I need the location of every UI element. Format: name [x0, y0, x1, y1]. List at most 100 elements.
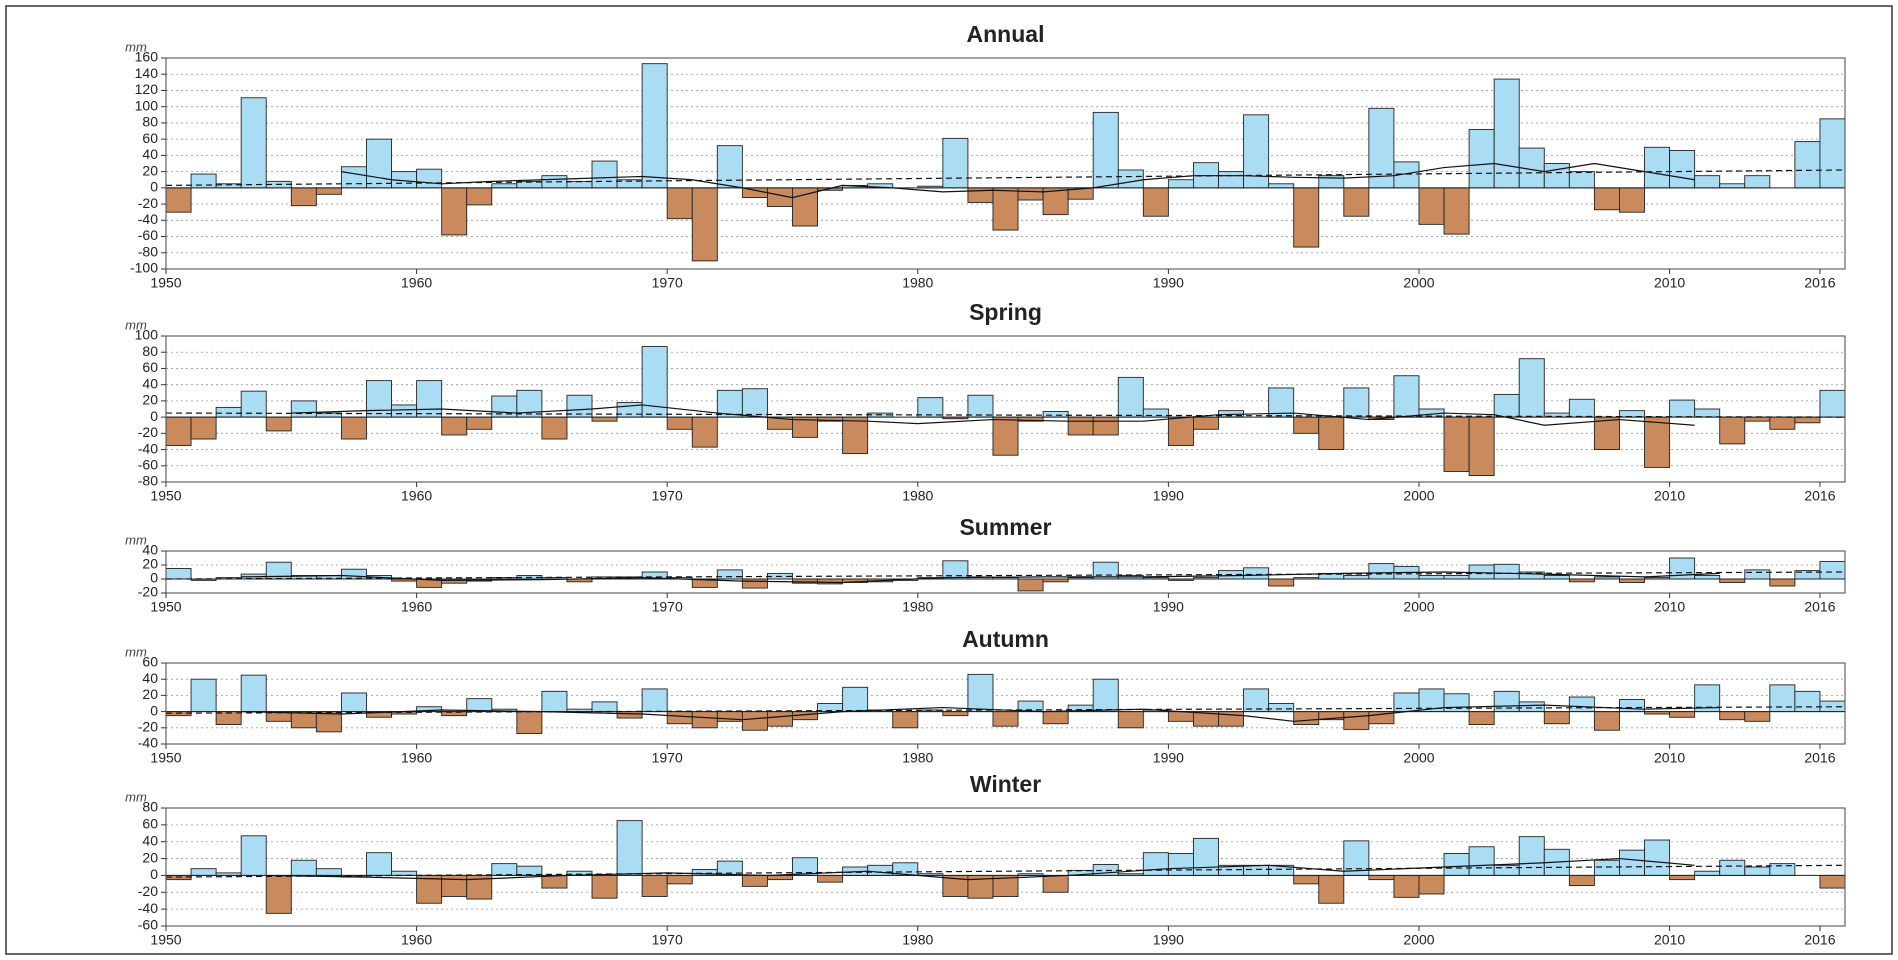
y-tick-label: 20 [142, 686, 158, 702]
y-tick-label: 20 [142, 849, 158, 865]
bar [641, 688, 668, 713]
bar [741, 711, 768, 731]
x-tick-label: 2010 [1654, 488, 1685, 504]
panel-title: Summer [959, 514, 1051, 540]
bar [716, 569, 743, 580]
y-tick-label: -40 [138, 440, 158, 456]
y-tick-label: -40 [138, 211, 158, 227]
bar [641, 874, 668, 897]
bar [441, 711, 468, 717]
bar [566, 180, 593, 189]
bar [1593, 416, 1620, 451]
smoothed-line [266, 857, 1695, 881]
bar [1067, 416, 1094, 436]
y-tick-label: -60 [138, 456, 158, 472]
bar [190, 173, 217, 189]
unit-label: mm [125, 789, 147, 804]
y-tick-label: 60 [142, 130, 158, 146]
bar [290, 400, 317, 418]
x-tick-label: 1980 [902, 932, 933, 948]
y-tick-label: -40 [138, 735, 158, 751]
y-tick-label: 80 [142, 799, 158, 815]
y-tick-label: -60 [138, 227, 158, 243]
x-tick-label: 2010 [1654, 750, 1685, 766]
x-tick-label: 1960 [401, 488, 432, 504]
bar [641, 63, 668, 189]
bar [541, 416, 568, 440]
bar [591, 160, 618, 189]
bar [1769, 416, 1796, 430]
bar [992, 711, 1019, 727]
bar [1769, 684, 1796, 713]
y-tick-label: 0 [150, 702, 158, 718]
bar [416, 168, 443, 189]
bar [1343, 711, 1370, 730]
x-tick-label: 1950 [150, 275, 181, 291]
bar [616, 711, 643, 719]
y-tick-label: 40 [142, 146, 158, 162]
bar [1694, 408, 1721, 418]
bar [441, 416, 468, 436]
unit-label: mm [125, 39, 147, 54]
unit-label: mm [125, 644, 147, 659]
bar [1493, 864, 1520, 876]
bar [1167, 853, 1194, 876]
plot-frame [165, 550, 1846, 594]
bar [1619, 187, 1645, 213]
bar [1568, 398, 1595, 418]
bar [1192, 416, 1219, 430]
bar [190, 678, 217, 713]
bar [416, 874, 443, 904]
bar [1719, 416, 1746, 445]
bar [1393, 161, 1420, 189]
x-tick-label: 2016 [1804, 750, 1835, 766]
bar [240, 97, 267, 189]
x-tick-label: 1970 [652, 599, 683, 615]
y-tick-label: -40 [138, 900, 158, 916]
bar [867, 864, 894, 876]
bar [1368, 874, 1395, 881]
bar [1293, 874, 1320, 885]
bar [1543, 711, 1570, 725]
y-tick-label: 140 [135, 65, 159, 81]
y-tick-label: 40 [142, 542, 158, 558]
bar [1719, 578, 1746, 583]
bar [1493, 393, 1520, 418]
bar [1167, 711, 1194, 722]
bar [366, 852, 392, 876]
bar [340, 692, 367, 713]
bar [691, 416, 718, 448]
y-tick-label: -80 [138, 243, 158, 259]
bar [1719, 859, 1746, 876]
y-tick-label: 0 [150, 408, 158, 424]
bar [1293, 416, 1320, 434]
y-tick-label: 0 [150, 570, 158, 586]
x-tick-label: 2016 [1804, 275, 1835, 291]
bar [290, 859, 317, 876]
x-tick-label: 1980 [902, 750, 933, 766]
bar [992, 416, 1019, 456]
bar [1694, 175, 1721, 189]
bar [942, 137, 969, 189]
x-tick-label: 1970 [652, 275, 683, 291]
bar [441, 578, 468, 584]
bar [1167, 179, 1194, 189]
bar [340, 166, 367, 189]
smoothed-line [341, 162, 1695, 199]
bar [240, 674, 267, 713]
bar [1794, 690, 1821, 713]
bar [366, 138, 392, 189]
x-tick-label: 1960 [401, 750, 432, 766]
y-tick-label: -20 [138, 719, 158, 735]
bar [1017, 578, 1044, 592]
bar [1619, 578, 1645, 583]
bar [817, 874, 844, 883]
x-tick-label: 1990 [1153, 275, 1184, 291]
bar [1117, 169, 1144, 189]
unit-label: mm [125, 317, 147, 332]
panel-title: Autumn [962, 626, 1049, 652]
y-tick-label: 40 [142, 375, 158, 391]
bar [967, 673, 994, 713]
bar [165, 568, 192, 580]
bar [1268, 578, 1295, 587]
